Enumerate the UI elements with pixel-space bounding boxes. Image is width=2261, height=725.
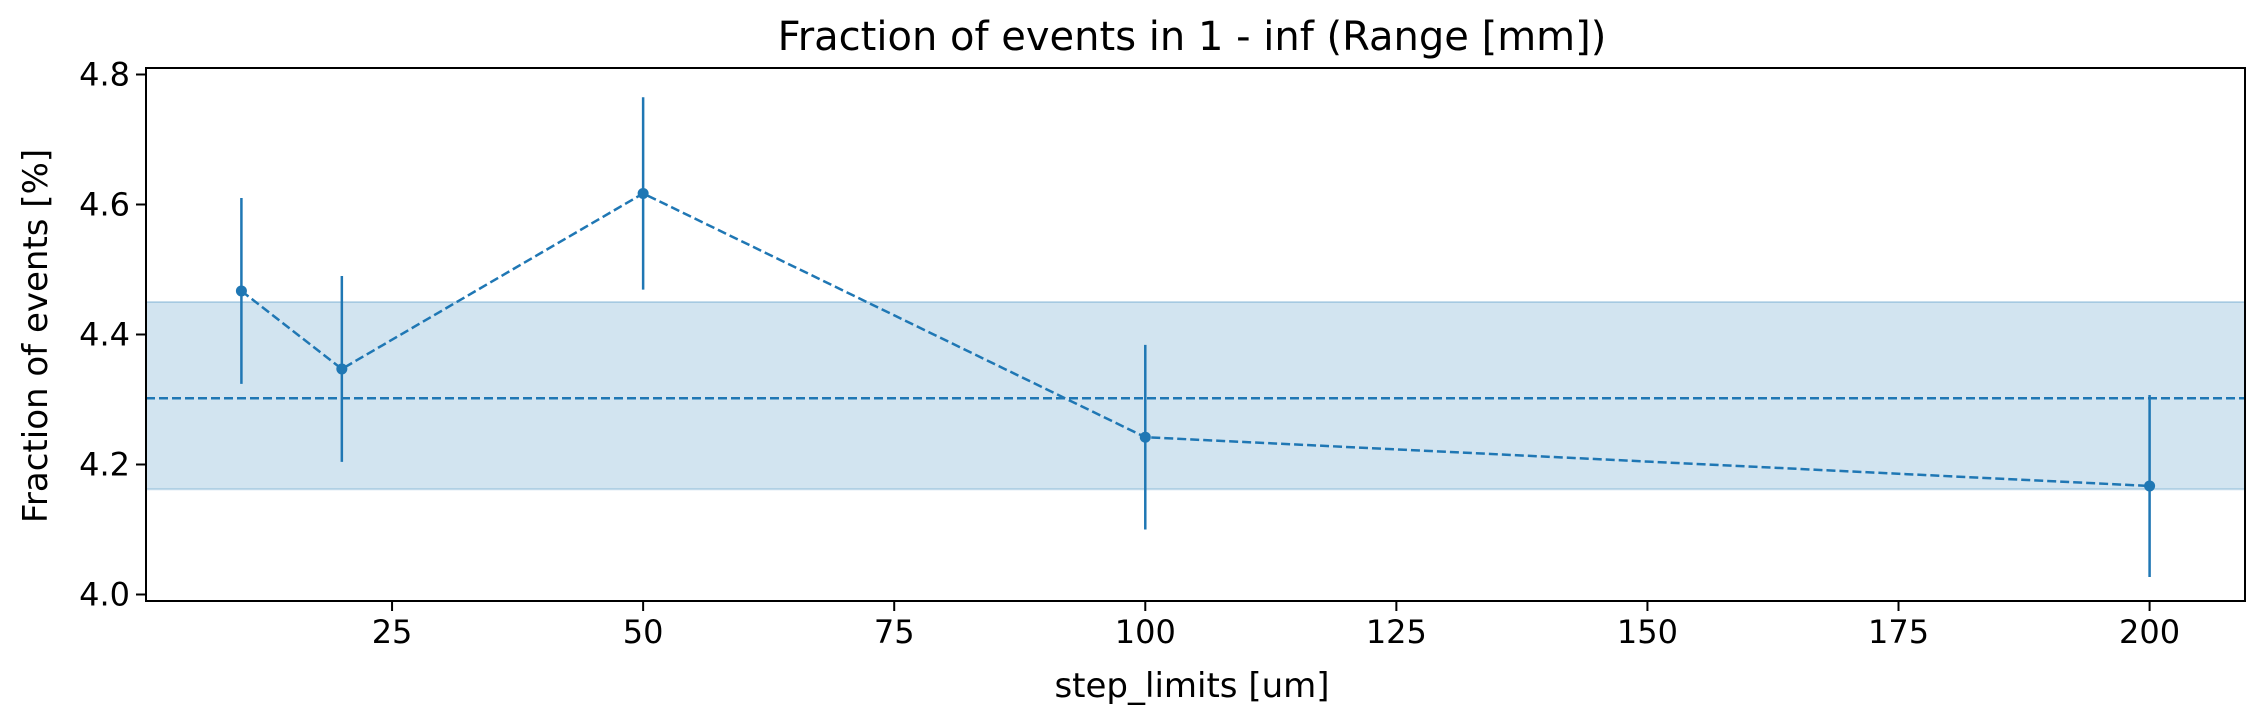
- data-point: [336, 363, 348, 375]
- data-point: [637, 187, 649, 199]
- y-tick-label: 4.2: [79, 446, 130, 484]
- x-tick-label: 75: [874, 613, 915, 651]
- chart-title: Fraction of events in 1 - inf (Range [mm…: [778, 14, 1607, 60]
- reference-band-layer: [146, 301, 2245, 491]
- x-tick-label: 175: [1868, 613, 1929, 651]
- reference-band: [146, 302, 2245, 490]
- data-point: [1139, 431, 1151, 443]
- series-layer: [235, 97, 2156, 577]
- x-tick-label: 50: [623, 613, 664, 651]
- data-point: [2144, 480, 2156, 492]
- y-tick-label: 4.4: [79, 316, 130, 354]
- y-axis-ticks: 4.0 4.2 4.4 4.6 4.8: [79, 56, 146, 614]
- x-tick-label: 150: [1617, 613, 1678, 651]
- x-tick-label: 125: [1366, 613, 1427, 651]
- x-tick-label: 25: [372, 613, 413, 651]
- x-tick-label: 100: [1115, 613, 1176, 651]
- x-axis-ticks: 25 50 75 100 125 150 175 200: [372, 601, 2180, 651]
- y-tick-label: 4.6: [79, 186, 130, 224]
- y-tick-label: 4.0: [79, 576, 130, 614]
- data-point: [235, 285, 247, 297]
- x-axis-label: step_limits [um]: [1054, 666, 1329, 706]
- x-tick-label: 200: [2119, 613, 2180, 651]
- y-tick-label: 4.8: [79, 56, 130, 94]
- y-axis-label: Fraction of events [%]: [16, 149, 56, 523]
